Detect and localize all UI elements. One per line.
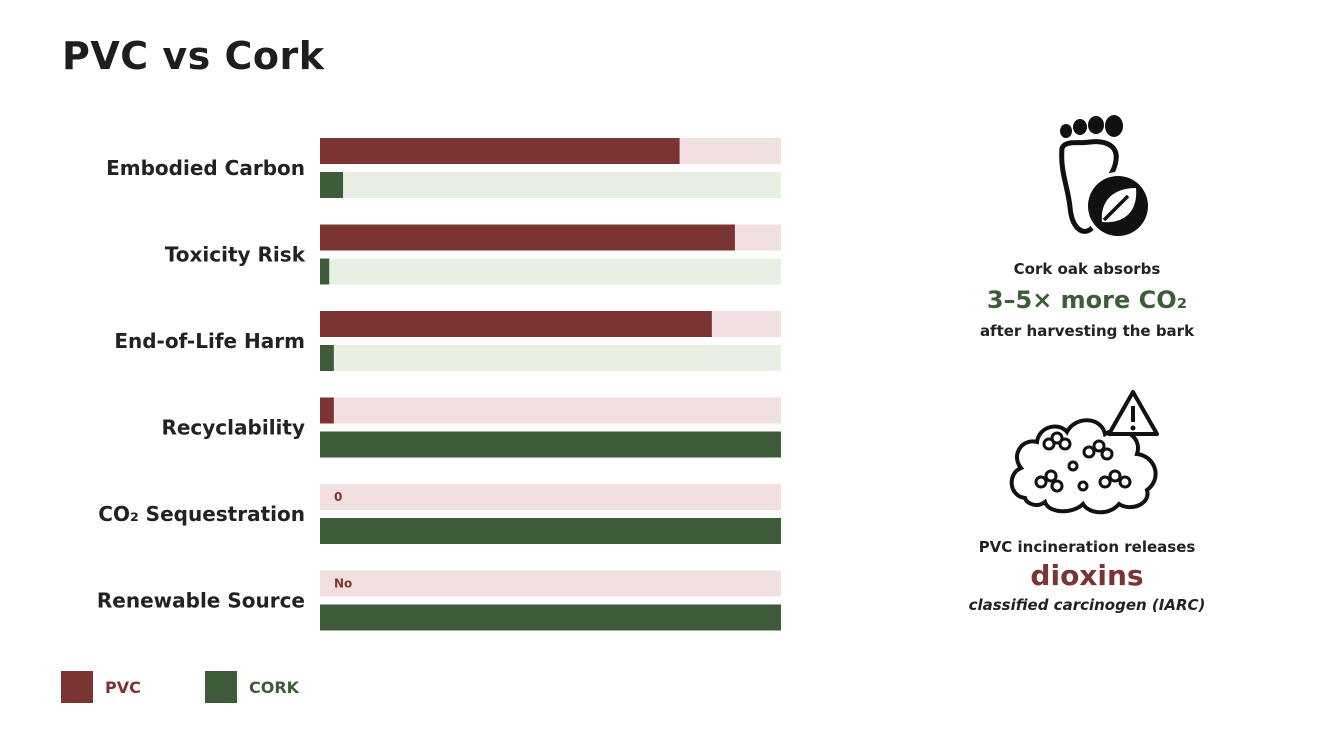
footprint-leaf-icon xyxy=(1059,115,1152,240)
legend-label-cork: CORK xyxy=(249,677,300,697)
category-label: Recyclability xyxy=(161,416,305,440)
bar-track-pvc xyxy=(320,484,781,510)
bar-cork xyxy=(320,345,334,371)
bar-cork xyxy=(320,518,781,544)
bar-cork xyxy=(320,431,781,458)
bar-pvc xyxy=(320,138,680,164)
data-label-pvc: 0 xyxy=(334,490,342,504)
category-label: CO₂ Sequestration xyxy=(98,502,305,526)
info-highlight-dioxins: dioxins xyxy=(1030,559,1144,592)
legend-swatch-cork xyxy=(205,671,237,703)
bar-pvc xyxy=(320,311,712,337)
category-label: Renewable Source xyxy=(97,589,305,613)
page-title: PVC vs Cork xyxy=(62,34,325,78)
legend-item-pvc: PVC xyxy=(61,671,141,703)
category-label: Toxicity Risk xyxy=(165,243,306,267)
bar-cork xyxy=(320,258,330,285)
legend-item-cork: CORK xyxy=(205,671,299,703)
info-line-1: Cork oak absorbs xyxy=(1013,260,1161,278)
bar-track-pvc xyxy=(320,397,781,424)
info-highlight-co2: 3–5× more CO₂ xyxy=(986,286,1188,314)
bar-track-pvc xyxy=(320,570,781,597)
pvc-dioxins-info: PVC incineration releases dioxins classi… xyxy=(950,536,1224,616)
cork-absorption-info: Cork oak absorbs 3–5× more CO₂ after har… xyxy=(960,258,1214,342)
bar-cork xyxy=(320,172,344,198)
bar-pvc xyxy=(320,397,334,424)
bar-track-cork xyxy=(320,345,781,371)
bar-chart: Embodied Carbon Toxicity Risk End-of-Life … xyxy=(97,138,781,631)
data-label-pvc: No xyxy=(334,577,352,591)
info-line-4: classified carcinogen (IARC) xyxy=(968,596,1206,614)
info-line-2: after harvesting the bark xyxy=(979,322,1195,340)
legend-swatch-pvc xyxy=(61,671,93,703)
legend-label-pvc: PVC xyxy=(105,677,141,697)
bar-track-cork xyxy=(320,258,781,285)
bar-cork xyxy=(320,604,781,631)
bar-track-cork xyxy=(320,172,781,198)
bar-pvc xyxy=(320,224,735,251)
info-line-3: PVC incineration releases xyxy=(978,538,1196,556)
category-label: Embodied Carbon xyxy=(106,156,305,180)
category-label: End-of-Life Harm xyxy=(114,329,305,353)
toxic-cloud-warning-icon xyxy=(1009,390,1159,515)
